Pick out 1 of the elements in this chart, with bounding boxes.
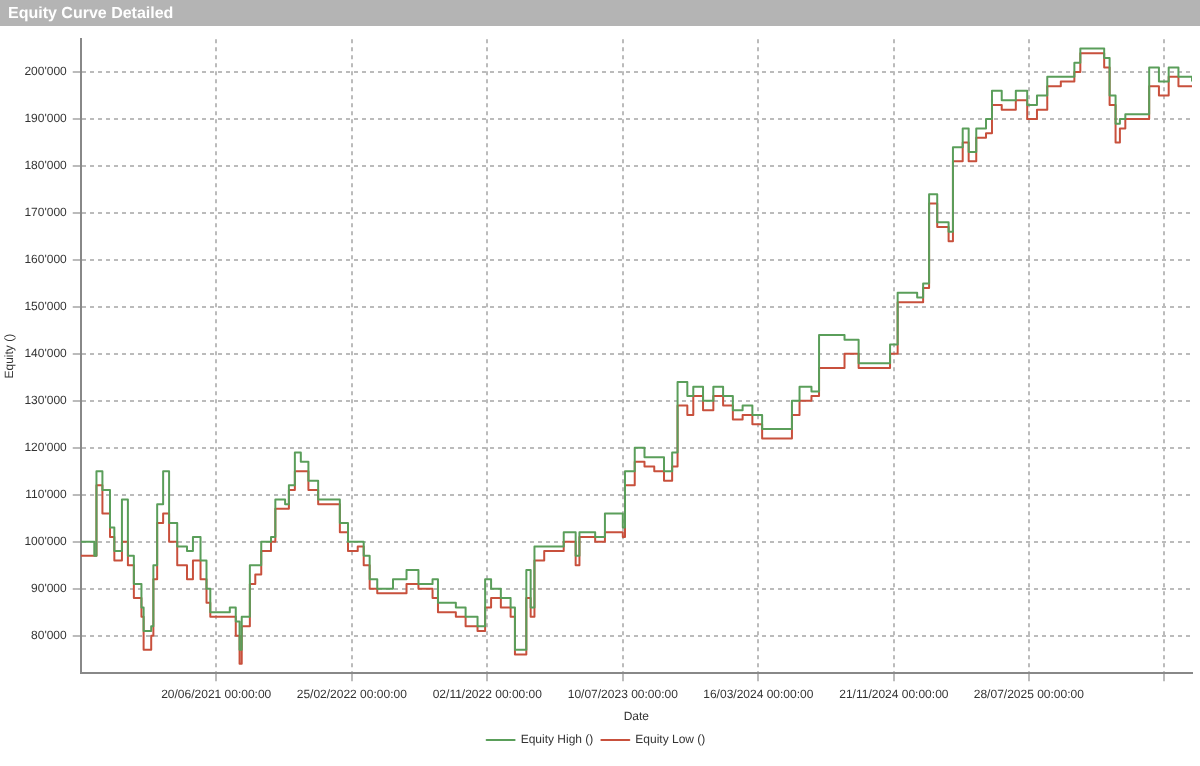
chart-title: Equity Curve Detailed	[0, 0, 1200, 26]
